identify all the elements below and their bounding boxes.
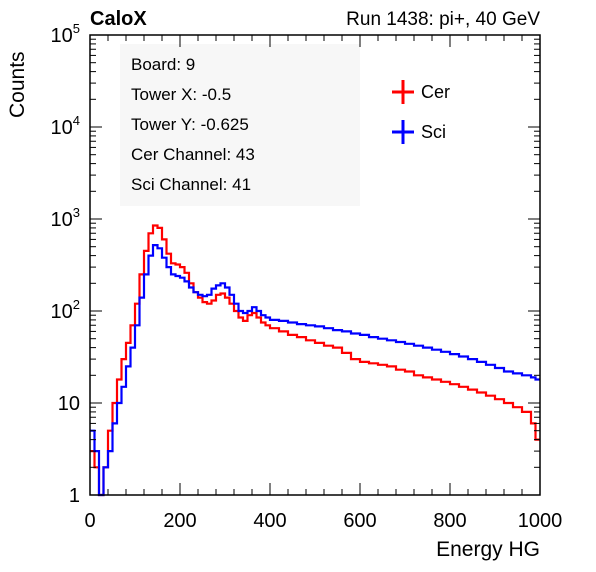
legend-label-cer: Cer bbox=[421, 82, 450, 102]
y-tick-label: 1 bbox=[69, 485, 80, 507]
x-tick-label: 400 bbox=[253, 510, 286, 532]
series-layer bbox=[90, 224, 540, 497]
y-tick-label: 102 bbox=[51, 297, 80, 323]
x-tick-label: 1000 bbox=[518, 510, 563, 532]
y-axis-title: Counts bbox=[6, 51, 29, 118]
info-tower-y: Tower Y: -0.625 bbox=[131, 115, 249, 134]
y-tick-label: 10 bbox=[58, 393, 80, 415]
legend-label-sci: Sci bbox=[421, 122, 446, 142]
x-tick-label: 200 bbox=[163, 510, 196, 532]
y-axis: 1 10 102 103 104 105 bbox=[51, 21, 540, 507]
legend: Cer Sci bbox=[392, 80, 450, 144]
info-sci-channel: Sci Channel: 41 bbox=[131, 175, 251, 194]
series-cer bbox=[90, 224, 540, 497]
x-tick-label: 800 bbox=[433, 510, 466, 532]
series-sci bbox=[90, 244, 540, 497]
info-board: Board: 9 bbox=[131, 55, 195, 74]
chart-header-experiment: CaloX bbox=[90, 8, 147, 30]
y-tick-label: 104 bbox=[51, 113, 80, 139]
plot-frame bbox=[89, 34, 541, 496]
info-cer-channel: Cer Channel: 43 bbox=[131, 145, 255, 164]
info-box: Board: 9 Tower X: -0.5 Tower Y: -0.625 C… bbox=[120, 44, 360, 206]
chart-header-run-info: Run 1438: pi+, 40 GeV bbox=[346, 9, 540, 30]
x-tick-label: 0 bbox=[84, 510, 95, 532]
x-axis: 0 200 400 600 800 1000 bbox=[84, 35, 562, 532]
x-axis-title: Energy HG bbox=[436, 538, 540, 561]
y-tick-label: 105 bbox=[51, 21, 80, 47]
y-tick-label: 103 bbox=[51, 205, 80, 231]
info-tower-x: Tower X: -0.5 bbox=[131, 85, 231, 104]
x-tick-label: 600 bbox=[343, 510, 376, 532]
info-box-background bbox=[120, 44, 360, 206]
